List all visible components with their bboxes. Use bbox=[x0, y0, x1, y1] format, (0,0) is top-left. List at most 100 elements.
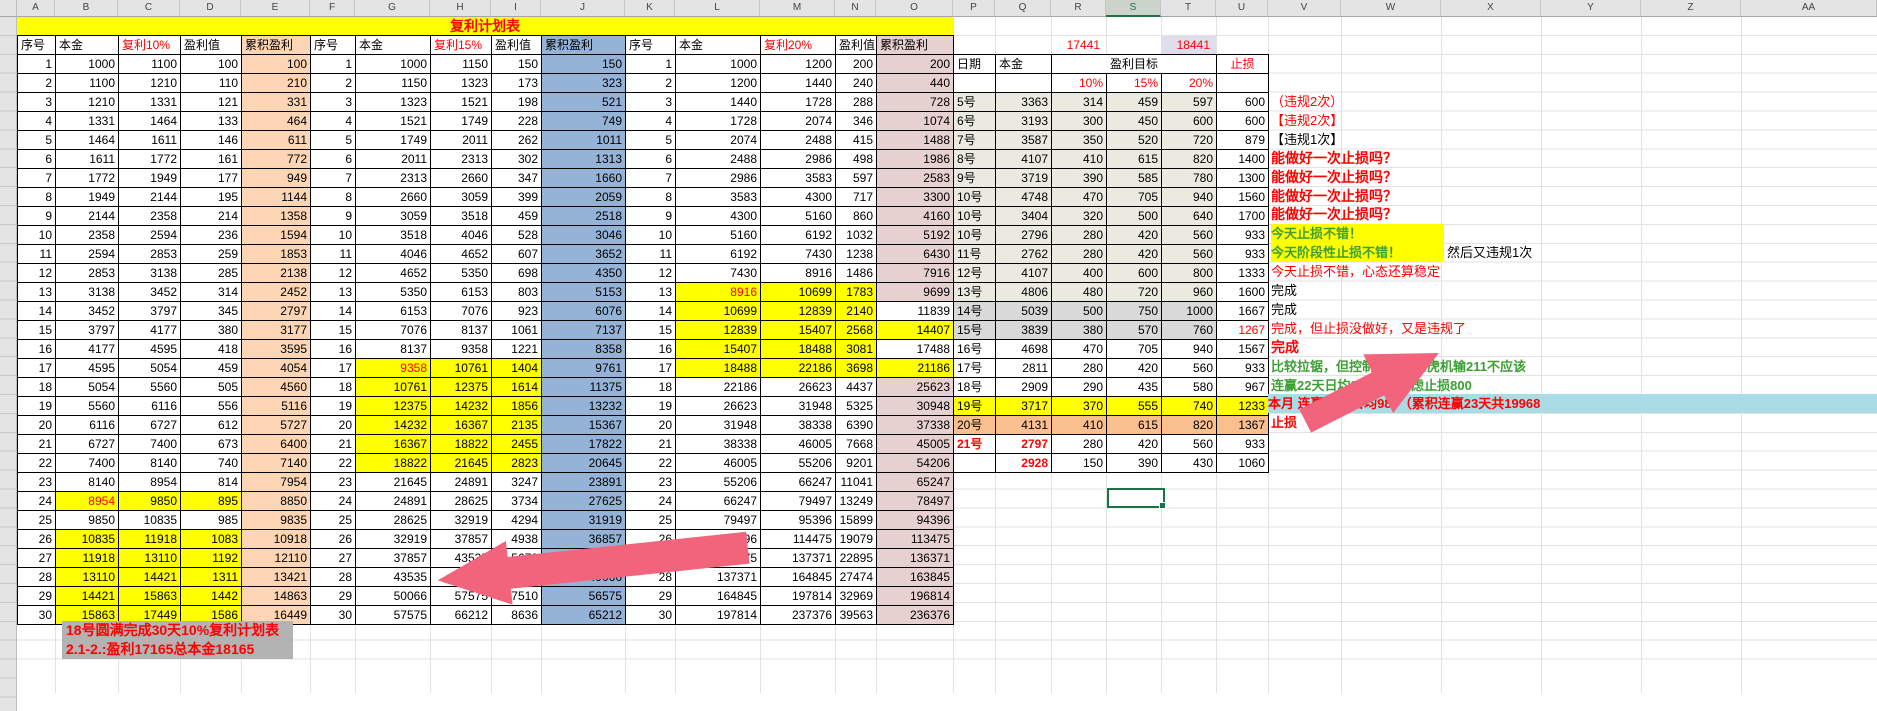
cell[interactable]: 3839 bbox=[995, 320, 1052, 340]
cell[interactable]: 15407 bbox=[675, 339, 761, 359]
note-cell[interactable]: 今天止损不错，心态还算稳定 bbox=[1271, 264, 1441, 280]
cell[interactable]: 7140 bbox=[241, 453, 311, 473]
cell[interactable]: 10699 bbox=[760, 282, 836, 302]
cell[interactable]: 1986 bbox=[876, 149, 954, 169]
cell[interactable]: 37857 bbox=[355, 548, 431, 568]
cell[interactable]: 380 bbox=[1051, 320, 1107, 340]
cell[interactable]: 237376 bbox=[760, 605, 836, 625]
cell[interactable]: 21 bbox=[17, 434, 56, 454]
column-header-Q[interactable]: Q bbox=[995, 0, 1051, 17]
column-header-D[interactable]: D bbox=[180, 0, 241, 17]
cell[interactable]: 3404 bbox=[995, 206, 1052, 226]
cell[interactable]: 2059 bbox=[541, 187, 626, 207]
cell[interactable]: 1311 bbox=[180, 567, 242, 587]
cell[interactable]: 78497 bbox=[876, 491, 954, 511]
cell[interactable]: 6号 bbox=[953, 111, 996, 131]
cell[interactable]: 13249 bbox=[835, 491, 877, 511]
cell[interactable]: 28625 bbox=[355, 510, 431, 530]
cell[interactable]: 320 bbox=[1051, 206, 1107, 226]
cell[interactable]: 780 bbox=[1160, 168, 1218, 188]
cell[interactable]: 198 bbox=[491, 92, 542, 112]
cell[interactable]: 23 bbox=[310, 472, 356, 492]
cell[interactable]: 3193 bbox=[995, 111, 1052, 131]
cell[interactable]: 序号 bbox=[310, 35, 356, 55]
cell[interactable]: 940 bbox=[1160, 187, 1218, 207]
cell[interactable]: 6430 bbox=[876, 244, 954, 264]
cell[interactable]: 57575 bbox=[355, 605, 431, 625]
cell[interactable]: 22 bbox=[310, 453, 356, 473]
cell[interactable]: 1144 bbox=[241, 187, 311, 207]
cell[interactable]: 18 bbox=[625, 377, 676, 397]
cell[interactable]: 盈利值 bbox=[491, 35, 542, 55]
cell[interactable]: 195 bbox=[180, 187, 242, 207]
cell[interactable]: 7 bbox=[310, 168, 356, 188]
cell[interactable]: 196814 bbox=[876, 586, 954, 606]
cell[interactable]: 5160 bbox=[675, 225, 761, 245]
cell[interactable]: 38338 bbox=[675, 434, 761, 454]
daily-pct20-header[interactable]: 20% bbox=[1160, 73, 1218, 93]
note-cell[interactable]: 完成 bbox=[1271, 338, 1299, 355]
cell[interactable]: 3583 bbox=[675, 187, 761, 207]
cell[interactable]: 28 bbox=[310, 567, 356, 587]
column-header-M[interactable]: M bbox=[760, 0, 835, 17]
cell[interactable]: 820 bbox=[1160, 415, 1218, 435]
cell[interactable]: 19 bbox=[310, 396, 356, 416]
cell[interactable]: 740 bbox=[1160, 396, 1218, 416]
cell[interactable]: 18 bbox=[17, 377, 56, 397]
cell[interactable]: 13 bbox=[310, 282, 356, 302]
cell[interactable]: 933 bbox=[1216, 244, 1270, 264]
cell[interactable]: 31948 bbox=[675, 415, 761, 435]
cell[interactable]: 27 bbox=[17, 548, 56, 568]
cell[interactable]: 32969 bbox=[835, 586, 877, 606]
cell[interactable]: 22186 bbox=[760, 358, 836, 378]
cell[interactable]: 1267 bbox=[1216, 320, 1270, 340]
cell[interactable] bbox=[1216, 73, 1270, 93]
cell[interactable]: 8916 bbox=[760, 263, 836, 283]
cell[interactable]: 30 bbox=[625, 605, 676, 625]
cell[interactable]: 30 bbox=[17, 605, 56, 625]
cell[interactable]: 177 bbox=[180, 168, 242, 188]
cell[interactable]: 2811 bbox=[995, 358, 1052, 378]
column-header-O[interactable]: O bbox=[876, 0, 953, 17]
cell[interactable]: 14421 bbox=[55, 586, 119, 606]
fill-handle[interactable] bbox=[1159, 502, 1166, 509]
cell[interactable]: 967 bbox=[1216, 377, 1270, 397]
cell[interactable]: 240 bbox=[835, 73, 877, 93]
cell[interactable]: 6 bbox=[310, 149, 356, 169]
cell[interactable]: 3138 bbox=[118, 263, 181, 283]
cell[interactable]: 1486 bbox=[835, 263, 877, 283]
cell[interactable]: 1749 bbox=[355, 130, 431, 150]
cell[interactable]: 26 bbox=[310, 529, 356, 549]
cell[interactable]: 盈利值 bbox=[835, 35, 877, 55]
cell[interactable]: 1323 bbox=[355, 92, 431, 112]
cell[interactable]: 8137 bbox=[430, 320, 492, 340]
cell[interactable]: 4054 bbox=[241, 358, 311, 378]
cell[interactable]: 4160 bbox=[876, 206, 954, 226]
cell[interactable]: 5号 bbox=[953, 92, 996, 112]
cell[interactable]: 4300 bbox=[675, 206, 761, 226]
cell[interactable]: 79497 bbox=[760, 491, 836, 511]
cell[interactable]: 673 bbox=[180, 434, 242, 454]
cell[interactable]: 1200 bbox=[760, 54, 836, 74]
cell[interactable]: 280 bbox=[1051, 434, 1107, 454]
cell[interactable]: 1358 bbox=[241, 206, 311, 226]
cell[interactable]: 1221 bbox=[491, 339, 542, 359]
column-header-H[interactable]: H bbox=[430, 0, 491, 17]
cell[interactable]: 420 bbox=[1106, 358, 1162, 378]
cell[interactable]: 163845 bbox=[876, 567, 954, 587]
cell[interactable]: 36857 bbox=[541, 529, 626, 549]
cell[interactable]: 560 bbox=[1160, 244, 1218, 264]
cell[interactable]: 12839 bbox=[675, 320, 761, 340]
cell[interactable]: 5350 bbox=[430, 263, 492, 283]
cell[interactable]: 94396 bbox=[876, 510, 954, 530]
cell[interactable]: 5325 bbox=[835, 396, 877, 416]
cell[interactable]: 146 bbox=[180, 130, 242, 150]
cell[interactable]: 611 bbox=[241, 130, 311, 150]
cell[interactable]: 8 bbox=[17, 187, 56, 207]
cell[interactable]: 10号 bbox=[953, 206, 996, 226]
cell[interactable]: 1061 bbox=[491, 320, 542, 340]
cell[interactable]: 1667 bbox=[1216, 301, 1270, 321]
cell[interactable]: 2138 bbox=[241, 263, 311, 283]
cell[interactable]: 3452 bbox=[118, 282, 181, 302]
cell[interactable]: 11 bbox=[17, 244, 56, 264]
